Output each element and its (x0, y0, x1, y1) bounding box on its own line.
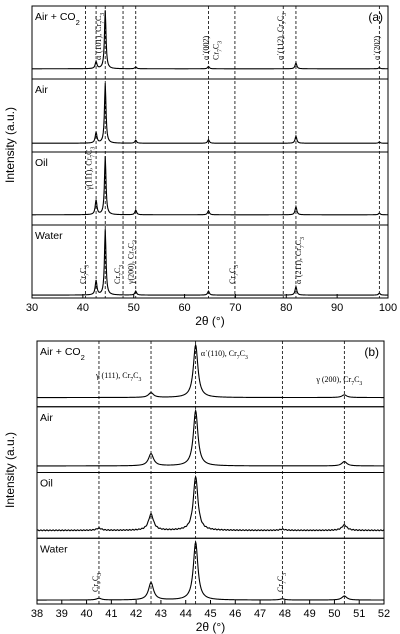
x-tick-label: 45 (204, 608, 216, 620)
x-tick-label: 41 (105, 608, 117, 620)
series-trace (37, 539, 384, 601)
x-tick-label: 50 (128, 302, 140, 314)
peak-annotation: Cr7C3 (113, 265, 125, 284)
series-trace (37, 408, 384, 467)
x-tick-label: 90 (331, 302, 343, 314)
peak-annotation: Cr7C3 (276, 573, 288, 592)
series-trace (32, 156, 388, 216)
peak-annotation: α΄(202) (372, 35, 381, 60)
series-trace (36, 475, 385, 532)
series-trace (32, 83, 388, 144)
panel-label: (a) (368, 10, 383, 24)
x-tick-label: 39 (56, 608, 68, 620)
series-trace (32, 10, 388, 70)
peak-annotation: γ (200), Cr7C3 (315, 375, 362, 387)
panel-b: Air + CO2 Air Oil Water (b) 38 39 40 41 42 43 44 45 4… (3, 340, 390, 634)
x-tick-label: 50 (328, 608, 340, 620)
x-tick-label: 44 (180, 608, 192, 620)
x-tick-label: 100 (379, 302, 397, 314)
x-axis-label: 2θ (°) (196, 620, 225, 634)
series-label: Air + CO2 (40, 346, 85, 362)
x-tick-label: 38 (31, 608, 43, 620)
x-tick-label: 40 (77, 302, 89, 314)
peak-annotation: α΄(101), Cr7C3 (94, 13, 106, 60)
series-trace (37, 342, 384, 399)
series-trace (32, 229, 388, 296)
x-tick-label: 60 (178, 302, 190, 314)
x-tick-label: 47 (254, 608, 266, 620)
subpanel-frame (31, 224, 389, 299)
series-label: Water (40, 543, 68, 555)
panel-a: Air + CO2 Air Oil Water (a) 30 40 50 60 70 80 90 100… (3, 5, 397, 328)
x-tick-label: 49 (304, 608, 316, 620)
peak-annotation: α΄(110), Cr7C3 (201, 349, 248, 361)
peak-annotation: Cr7C3 (78, 265, 90, 284)
x-tick-label: 46 (229, 608, 241, 620)
peak-annotation: γ(111), Cr7C3 (85, 147, 97, 192)
x-tick-label: 48 (279, 608, 291, 620)
x-tick-label: 43 (155, 608, 167, 620)
series-label: Air + CO2 (35, 11, 80, 27)
peak-annotation: γ(200), Cr7C3 (127, 240, 139, 285)
x-tick-label: 42 (130, 608, 142, 620)
y-axis-label: Intensity (a.u.) (3, 107, 17, 183)
peak-annotation: α΄(211), Cr7C3 (294, 237, 306, 284)
series-label: Oil (35, 157, 48, 169)
subpanel-frame (36, 537, 385, 605)
x-tick-label: 52 (378, 608, 390, 620)
x-tick-label: 70 (229, 302, 241, 314)
x-tick-label: 51 (353, 608, 365, 620)
peak-annotation: Cr7C3 (228, 265, 240, 284)
series-label: Air (40, 412, 53, 424)
peak-annotation: Cr7C3 (91, 573, 103, 592)
y-axis-label: Intensity (a.u.) (3, 432, 17, 508)
peak-annotation: α΄(002) (201, 35, 210, 60)
panel-label: (b) (364, 345, 379, 359)
subpanel-frame (36, 406, 385, 473)
peak-annotation: α΄(112), Cr7C3 (276, 13, 288, 60)
series-label: Oil (40, 478, 53, 490)
x-axis-label: 2θ (°) (195, 314, 224, 328)
series-label: Water (35, 230, 63, 242)
peak-annotation: Cr7C3 (212, 41, 224, 60)
x-tick-label: 80 (280, 302, 292, 314)
peak-annotation: γ (111), Cr7C3 (95, 371, 142, 383)
x-tick-label: 30 (26, 302, 38, 314)
x-tick-label: 40 (80, 608, 92, 620)
series-label: Air (35, 84, 48, 96)
